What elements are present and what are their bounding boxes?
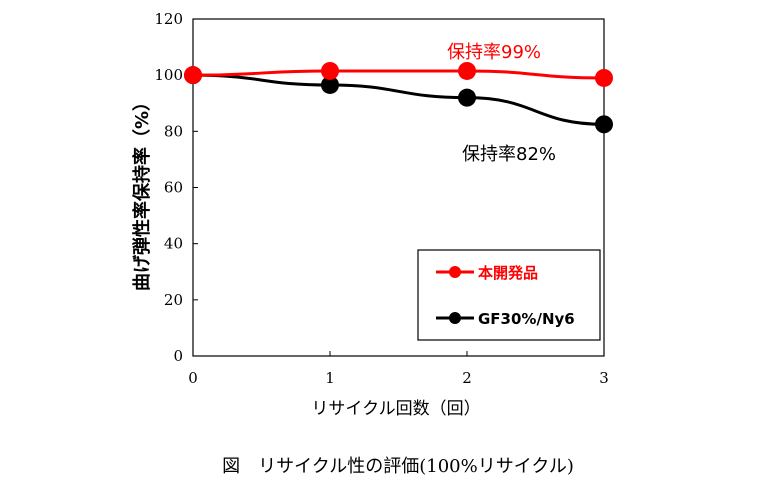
x-axis-ticks: 0 1 2 3 xyxy=(188,351,609,387)
y-tick-label: 20 xyxy=(164,291,183,309)
series-2-point-3 xyxy=(595,115,613,134)
series-layer xyxy=(184,61,613,134)
legend-box xyxy=(417,249,601,341)
figure-caption: 図 リサイクル性の評価(100%リサイクル) xyxy=(222,456,574,477)
legend-label-2: GF30%/Ny6 xyxy=(478,310,575,328)
annotation-red: 保持率99% xyxy=(447,42,541,63)
y-tick-label: 100 xyxy=(154,66,183,84)
y-tick-label: 120 xyxy=(154,10,183,28)
legend-marker-1 xyxy=(449,266,461,278)
series-1-point-0 xyxy=(184,66,202,85)
series-line-1 xyxy=(192,69,605,80)
x-tick-label: 2 xyxy=(462,369,472,387)
x-axis-label: リサイクル回数（回） xyxy=(311,399,480,419)
legend: 本開発品 GF30%/Ny6 xyxy=(417,249,601,341)
annotation-black: 保持率82% xyxy=(462,144,556,165)
x-tick-label: 3 xyxy=(599,369,609,387)
y-axis-label: 曲げ弾性率保持率（%） xyxy=(131,93,153,291)
legend-label-1: 本開発品 xyxy=(478,264,538,282)
series-2-point-2 xyxy=(458,88,476,107)
series-1-point-2 xyxy=(458,61,476,80)
y-axis-ticks: 0 20 40 60 80 100 120 xyxy=(154,10,198,365)
series-1-point-1 xyxy=(321,61,339,80)
x-tick-label: 0 xyxy=(188,369,198,387)
y-tick-label: 0 xyxy=(173,347,183,365)
y-tick-label: 80 xyxy=(164,122,183,140)
series-2-point-1 xyxy=(321,75,339,94)
series-1-point-3 xyxy=(595,68,613,87)
y-tick-label: 60 xyxy=(164,179,183,197)
legend-marker-2 xyxy=(449,312,461,324)
series-line-2 xyxy=(192,73,605,126)
x-tick-label: 1 xyxy=(325,369,335,387)
y-tick-label: 40 xyxy=(164,235,183,253)
